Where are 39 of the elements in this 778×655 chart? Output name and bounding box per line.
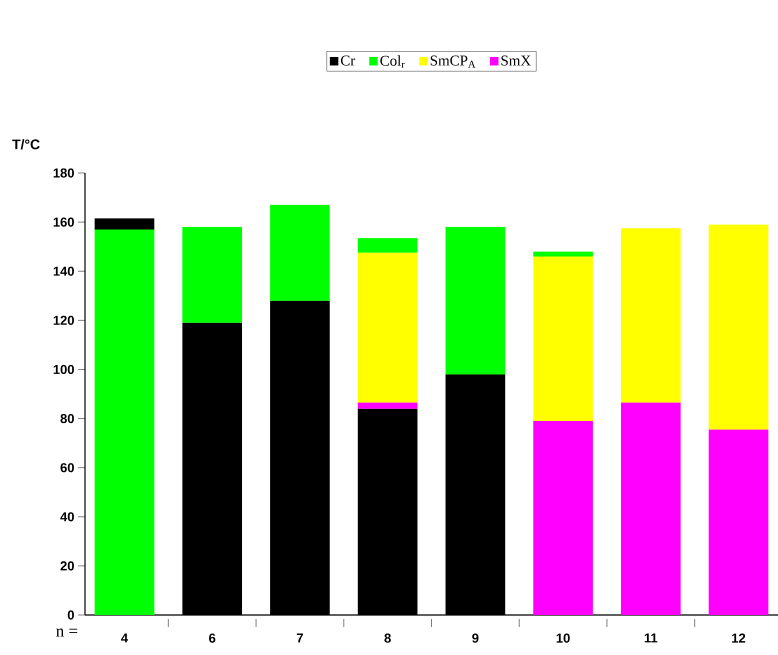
bar [358, 238, 418, 253]
bar [94, 218, 154, 230]
legend-label: Col$_{r}$ [380, 55, 405, 68]
x-tick-label: 12 [732, 634, 746, 643]
bar [182, 227, 242, 323]
x-tick-label: 10 [556, 634, 570, 643]
x-tick-label: 6 [209, 634, 216, 643]
bar [708, 224, 768, 430]
bar [358, 252, 418, 403]
x-tick-label: 8 [384, 634, 391, 643]
bar [620, 402, 681, 615]
bar [358, 402, 418, 409]
bar [270, 204, 330, 301]
x-tick-label: 7 [296, 634, 303, 642]
legend-label: SmCP$_{A}$ [430, 56, 476, 68]
y-tick-label: 20 [60, 561, 74, 570]
x-axis-title: n = [56, 628, 78, 636]
x-tick-label: 11 [644, 634, 658, 642]
x-tick-label: 4 [121, 634, 128, 642]
x-tick-label: 9 [472, 634, 478, 643]
y-axis-title: T/°C [12, 139, 40, 150]
legend-label: Cr [340, 56, 356, 66]
y-tick-label: 160 [54, 218, 74, 227]
bar [620, 228, 681, 403]
y-tick-label: 60 [60, 463, 74, 472]
legend-label: SmX [501, 56, 531, 66]
y-tick-label: 180 [54, 168, 74, 178]
bar [94, 229, 154, 615]
bar [533, 421, 593, 615]
bar [708, 430, 768, 615]
y-tick-label: 40 [60, 512, 74, 522]
y-tick-label: 100 [54, 364, 74, 374]
bar [533, 256, 593, 422]
bar [446, 227, 506, 374]
y-tick-label: 140 [54, 266, 74, 276]
y-tick-label: 80 [60, 414, 74, 424]
y-tick-label: 0 [68, 610, 74, 620]
bar [533, 252, 593, 256]
y-tick-label: 120 [54, 316, 74, 325]
